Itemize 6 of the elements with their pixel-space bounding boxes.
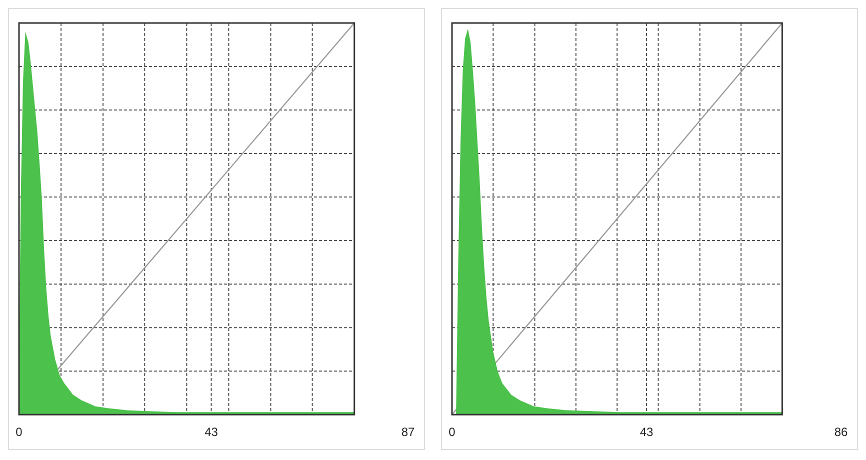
x-tick-label: 43 xyxy=(640,425,654,440)
x-tick-label: 0 xyxy=(16,425,23,440)
x-tick-label: 43 xyxy=(204,425,218,440)
x-tick-label: 87 xyxy=(401,425,415,440)
x-tick-label: 0 xyxy=(448,425,456,440)
x-tick-label: 86 xyxy=(834,425,848,440)
